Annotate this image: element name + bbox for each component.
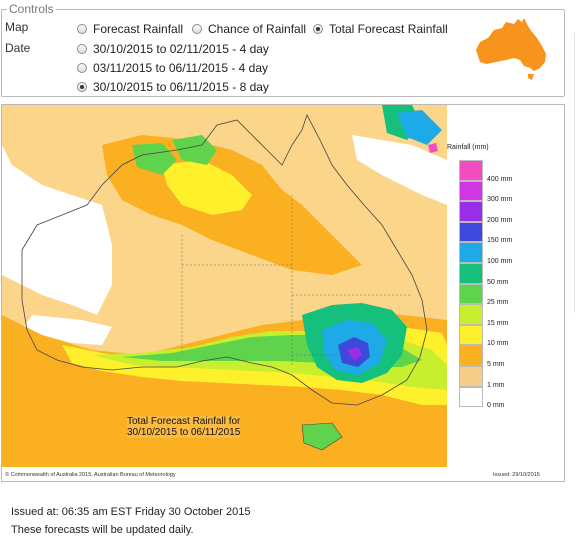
- legend-label: 5 mm: [487, 361, 505, 368]
- legend-swatch: [459, 160, 483, 181]
- legend-swatch: [459, 242, 483, 263]
- date-row-label: Date: [5, 41, 31, 55]
- legend-swatch: [459, 345, 483, 366]
- legend-swatch: [459, 263, 483, 284]
- option-total-forecast-rainfall[interactable]: Total Forecast Rainfall: [329, 22, 448, 36]
- inset-title-line: Total Forecast Rainfall for: [127, 416, 241, 427]
- option-forecast-rainfall[interactable]: Forecast Rainfall: [93, 22, 184, 36]
- option-date-range-1[interactable]: 30/10/2015 to 02/11/2015 - 4 day: [93, 42, 269, 56]
- map-inset-title: Total Forecast Rainfall for 30/10/2015 t…: [127, 416, 241, 438]
- map-row-label: Map: [5, 20, 29, 34]
- legend-label: 100 mm: [487, 258, 513, 265]
- controls-title: Controls: [7, 2, 56, 16]
- adjacent-panel-edge: [574, 33, 580, 313]
- option-date-range-3[interactable]: 30/10/2015 to 06/11/2015 - 8 day: [93, 80, 269, 94]
- radio-total-forecast-rainfall[interactable]: [313, 24, 323, 34]
- radio-chance-of-rainfall[interactable]: [192, 24, 202, 34]
- legend-label: 15 mm: [487, 319, 509, 327]
- issued-at-text: Issued at: 06:35 am EST Friday 30 Octobe…: [11, 506, 251, 518]
- legend-swatch: [459, 201, 483, 222]
- legend-swatch: [459, 304, 483, 325]
- legend-swatch: [459, 283, 483, 305]
- map-issued-date: Issued: 29/10/2015: [493, 472, 540, 478]
- legend-label: 300 mm: [487, 196, 513, 204]
- controls-panel: Controls: [1, 2, 565, 97]
- legend-swatch: [459, 180, 483, 202]
- radio-date-range-1[interactable]: [77, 44, 87, 54]
- legend-label: 10 mm: [487, 340, 509, 348]
- legend-swatch: [459, 366, 483, 387]
- option-chance-of-rainfall[interactable]: Chance of Rainfall: [208, 22, 307, 36]
- legend-label: 50 mm: [487, 278, 509, 286]
- legend-label: 0 mm: [487, 402, 505, 410]
- legend-swatch: [459, 221, 483, 243]
- legend-title: Rainfall (mm): [447, 144, 489, 151]
- legend-swatch: [459, 324, 483, 346]
- legend-label: 1 mm: [487, 381, 505, 389]
- inset-dates-line: 30/10/2015 to 06/11/2015: [127, 427, 241, 438]
- copyright-text: © Commonwealth of Australia 2015, Austra…: [5, 472, 176, 478]
- australia-mini-map[interactable]: [474, 16, 550, 82]
- radio-date-range-3[interactable]: [77, 82, 87, 92]
- update-note-text: These forecasts will be updated daily.: [11, 524, 194, 536]
- legend-swatch: [459, 386, 483, 408]
- radio-forecast-rainfall[interactable]: [77, 24, 87, 34]
- legend-label: 400 mm: [487, 175, 513, 183]
- legend-label: 25 mm: [487, 299, 509, 307]
- rainfall-map-panel: Rainfall (mm) 400 mm 300 mm 200 mm 150 mm 10…: [1, 104, 565, 482]
- rainfall-map: [2, 105, 447, 467]
- legend-label: 200 mm: [487, 216, 513, 224]
- radio-date-range-2[interactable]: [77, 63, 87, 73]
- option-date-range-2[interactable]: 03/11/2015 to 06/11/2015 - 4 day: [93, 61, 269, 75]
- legend-label: 150 mm: [487, 237, 513, 245]
